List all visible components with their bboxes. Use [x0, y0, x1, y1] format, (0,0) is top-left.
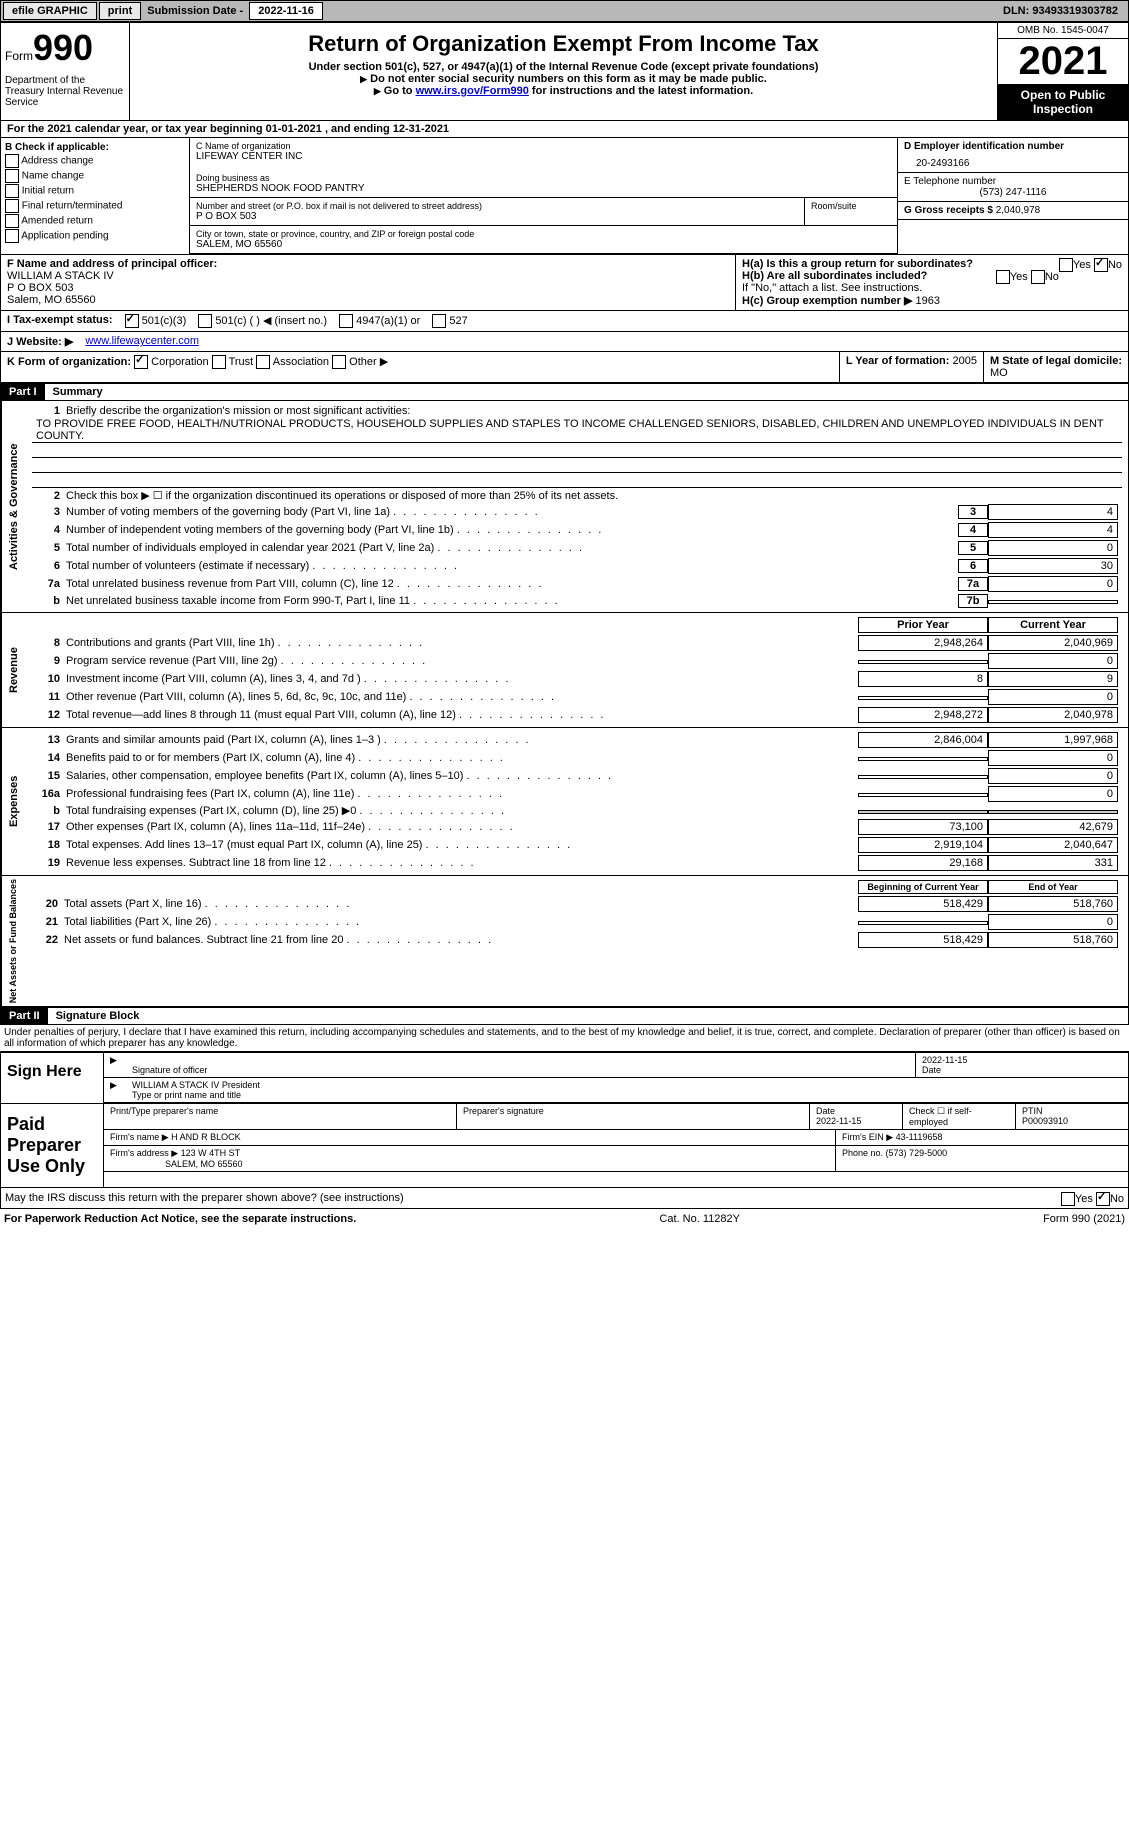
checkbox-option[interactable]: Address change	[5, 154, 185, 168]
summary-line: 22Net assets or fund balances. Subtract …	[30, 931, 1122, 949]
vtext-revenue: Revenue	[1, 613, 26, 727]
section-c: C Name of organizationLIFEWAY CENTER INC…	[190, 138, 897, 254]
submission-date: 2022-11-16	[249, 2, 323, 20]
section-j: J Website: ▶ www.lifewaycenter.com	[0, 332, 1129, 352]
prep-date: 2022-11-15	[816, 1116, 861, 1126]
dept-label: Department of the Treasury Internal Reve…	[5, 69, 125, 108]
part2-title: Signature Block	[48, 1008, 148, 1024]
section-klm: K Form of organization: Corporation Trus…	[0, 352, 1129, 383]
form-label: Form	[5, 49, 33, 63]
city: SALEM, MO 65560	[196, 239, 891, 250]
section-bcd: B Check if applicable: Address change Na…	[0, 138, 1129, 255]
summary-line: 16aProfessional fundraising fees (Part I…	[32, 785, 1122, 803]
tax-year: 2021	[998, 39, 1128, 84]
signature-block: Sign Here ▶Signature of officer2022-11-1…	[0, 1051, 1129, 1188]
checkbox-option[interactable]: Initial return	[5, 184, 185, 198]
summary-line: 9Program service revenue (Part VIII, lin…	[32, 652, 1122, 670]
summary-line: 18Total expenses. Add lines 13–17 (must …	[32, 836, 1122, 854]
summary-line: 13Grants and similar amounts paid (Part …	[32, 731, 1122, 749]
ptin: P00093910	[1022, 1116, 1068, 1126]
summary-line: 3Number of voting members of the governi…	[32, 503, 1122, 521]
section-b: B Check if applicable: Address change Na…	[1, 138, 190, 254]
checkbox-option[interactable]: Amended return	[5, 214, 185, 228]
vtext-netassets: Net Assets or Fund Balances	[1, 876, 24, 1006]
section-fh: F Name and address of principal officer:…	[0, 255, 1129, 311]
gross-receipts: 2,040,978	[996, 205, 1041, 216]
org-name: LIFEWAY CENTER INC	[196, 151, 891, 162]
summary-line: 7aTotal unrelated business revenue from …	[32, 575, 1122, 593]
part1-header: Part I	[1, 384, 45, 400]
irs-link[interactable]: www.irs.gov/Form990	[416, 85, 529, 97]
ein: 20-2493166	[904, 152, 1122, 169]
subtitle-1: Under section 501(c), 527, or 4947(a)(1)…	[134, 61, 993, 73]
year-formation: 2005	[952, 355, 976, 367]
footer: For Paperwork Reduction Act Notice, see …	[0, 1209, 1129, 1229]
summary-line: 6Total number of volunteers (estimate if…	[32, 557, 1122, 575]
form-title: Return of Organization Exempt From Incom…	[134, 31, 993, 57]
officer-sig-name: WILLIAM A STACK IV President	[132, 1080, 260, 1090]
form-header: Form990 Department of the Treasury Inter…	[0, 22, 1129, 121]
summary-line: bTotal fundraising expenses (Part IX, co…	[32, 803, 1122, 818]
part2-header: Part II	[1, 1008, 48, 1024]
checkbox-option[interactable]: Final return/terminated	[5, 199, 185, 213]
print-button[interactable]: print	[99, 2, 141, 20]
summary-line: 15Salaries, other compensation, employee…	[32, 767, 1122, 785]
summary-line: 21Total liabilities (Part X, line 26) 0	[30, 913, 1122, 931]
declaration: Under penalties of perjury, I declare th…	[0, 1025, 1129, 1051]
summary-line: 17Other expenses (Part IX, column (A), l…	[32, 818, 1122, 836]
summary-line: 8Contributions and grants (Part VIII, li…	[32, 634, 1122, 652]
website-link[interactable]: www.lifewaycenter.com	[85, 335, 199, 347]
section-i: I Tax-exempt status: 501(c)(3) 501(c) ( …	[0, 311, 1129, 332]
section-a: For the 2021 calendar year, or tax year …	[0, 121, 1129, 138]
checkbox-option[interactable]: Name change	[5, 169, 185, 183]
vtext-governance: Activities & Governance	[1, 401, 26, 612]
omb-number: OMB No. 1545-0047	[998, 23, 1128, 39]
summary-line: bNet unrelated business taxable income f…	[32, 593, 1122, 609]
summary-line: 20Total assets (Part X, line 16) 518,429…	[30, 895, 1122, 913]
officer-name: WILLIAM A STACK IV	[7, 270, 729, 282]
efile-label: efile GRAPHIC	[3, 2, 97, 20]
sig-date: 2022-11-15	[922, 1055, 967, 1065]
section-d: D Employer identification number20-24931…	[897, 138, 1128, 254]
summary-line: 4Number of independent voting members of…	[32, 521, 1122, 539]
summary-line: 10Investment income (Part VIII, column (…	[32, 670, 1122, 688]
checkbox-option[interactable]: Application pending	[5, 229, 185, 243]
street: P O BOX 503	[196, 211, 798, 222]
firm-ein: 43-1119658	[896, 1132, 943, 1142]
topbar: efile GRAPHIC print Submission Date - 20…	[0, 0, 1129, 22]
group-exemption: 1963	[915, 295, 939, 307]
phone: (573) 247-1116	[904, 187, 1122, 198]
state-domicile: MO	[990, 367, 1008, 379]
dba: SHEPHERDS NOOK FOOD PANTRY	[196, 183, 891, 194]
summary-line: 14Benefits paid to or for members (Part …	[32, 749, 1122, 767]
summary-line: 19Revenue less expenses. Subtract line 1…	[32, 854, 1122, 872]
summary-line: 12Total revenue—add lines 8 through 11 (…	[32, 706, 1122, 724]
mission-text: TO PROVIDE FREE FOOD, HEALTH/NUTRIONAL P…	[32, 418, 1122, 443]
open-public-badge: Open to Public Inspection	[998, 84, 1128, 120]
summary-line: 11Other revenue (Part VIII, column (A), …	[32, 688, 1122, 706]
firm-name: H AND R BLOCK	[171, 1132, 241, 1142]
subtitle-2: Do not enter social security numbers on …	[370, 73, 767, 85]
submission-label: Submission Date -	[141, 3, 249, 19]
summary-line: 5Total number of individuals employed in…	[32, 539, 1122, 557]
firm-phone: (573) 729-5000	[886, 1148, 948, 1158]
part1-title: Summary	[45, 384, 111, 400]
firm-addr: 123 W 4TH ST	[181, 1148, 241, 1158]
vtext-expenses: Expenses	[1, 728, 26, 875]
form-number: 990	[33, 27, 93, 68]
dln: DLN: 93493319303782	[993, 3, 1128, 19]
